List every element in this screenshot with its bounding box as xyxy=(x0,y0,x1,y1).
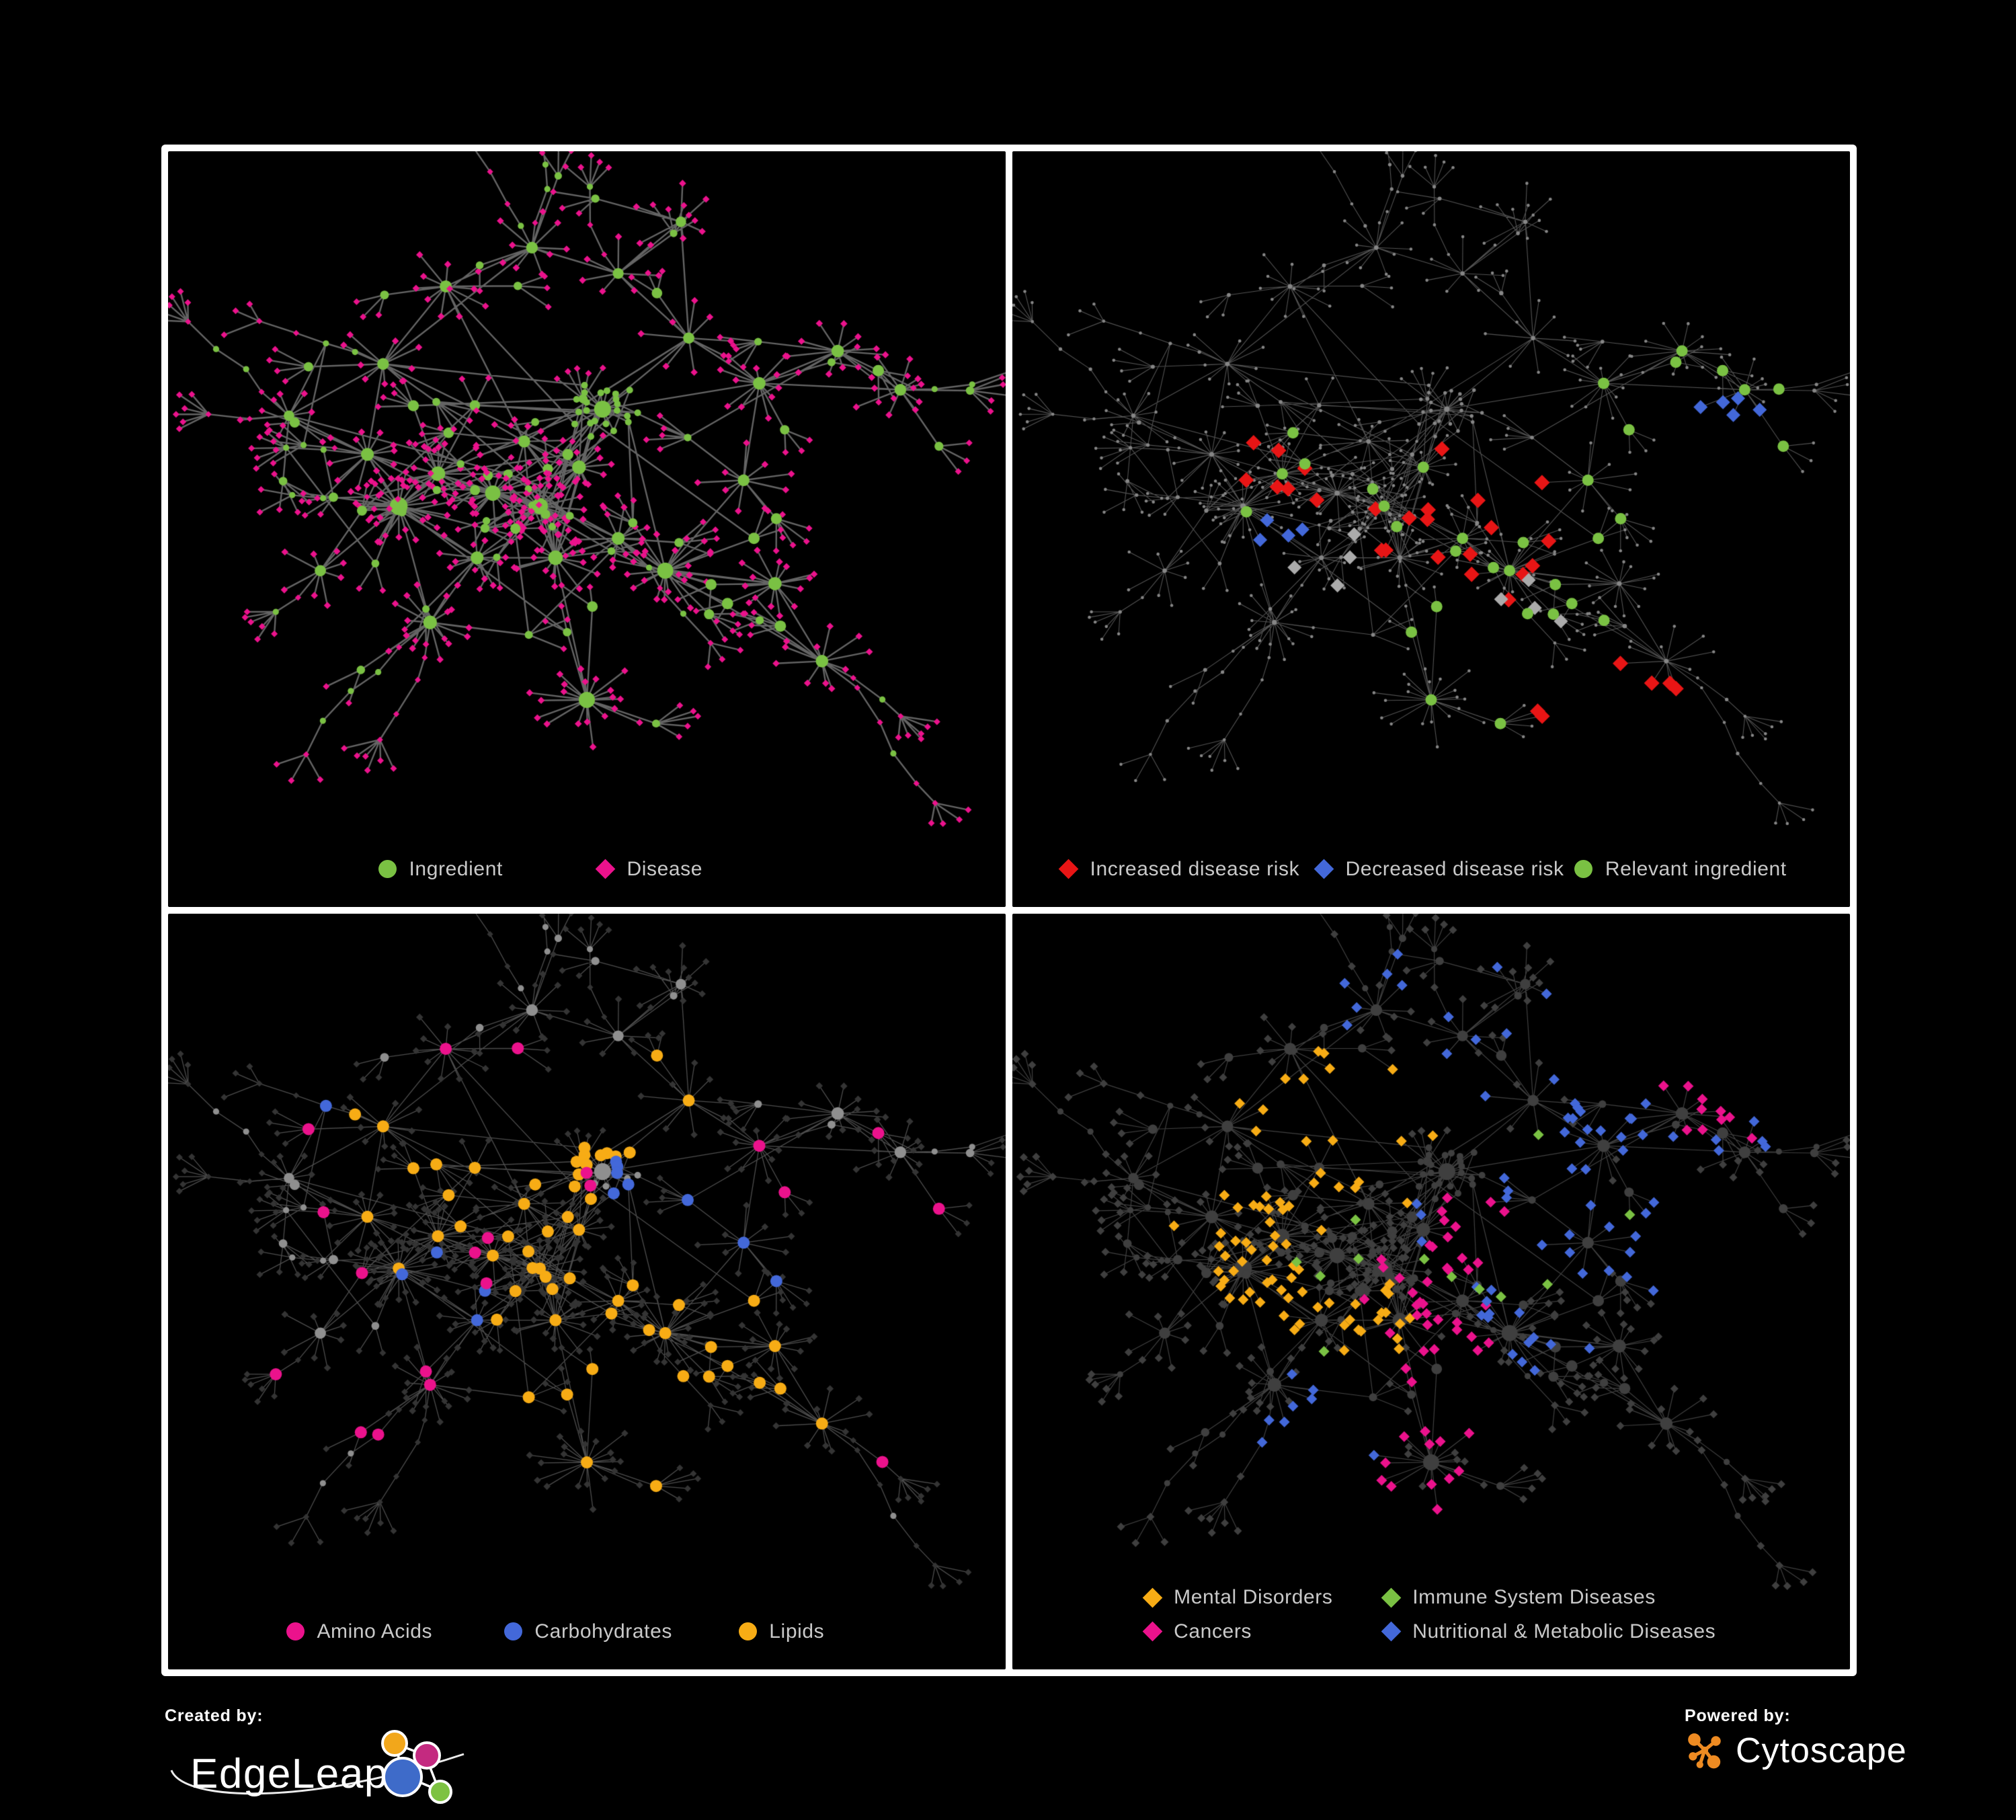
edgeleap-logo-icon: EdgeLeap xyxy=(170,1730,465,1804)
network-canvas-disease-classes xyxy=(1012,914,1850,1669)
cytoscape-wordmark: Cytoscape xyxy=(1736,1731,1907,1770)
edgeleap-wordmark: EdgeLeap xyxy=(190,1751,389,1797)
network-canvas-ingredient-disease xyxy=(168,151,1006,907)
powered-by-label: Powered by: xyxy=(1685,1706,1791,1725)
panel-disease-risk-network: Increased disease risk Decreased disease … xyxy=(1012,151,1850,907)
network-canvas-ingredient-classes xyxy=(168,914,1006,1669)
created-by-label: Created by: xyxy=(165,1706,264,1725)
panel-ingredient-classes-network: Amino Acids Carbohydrates Lipids xyxy=(168,914,1006,1669)
panels-grid: Ingredient Disease Increased disease risk… xyxy=(161,145,1857,1676)
edgeleap-brand: Created by: EdgeLeap xyxy=(165,1706,481,1817)
cytoscape-logo-icon xyxy=(1688,1733,1721,1769)
edgeleap-node-orange xyxy=(381,1730,408,1757)
panel-disease-classes-network: Mental Disorders Immune System Diseases Ca… xyxy=(1012,914,1850,1669)
panel-ingredient-disease-network: Ingredient Disease xyxy=(168,151,1006,907)
edgeleap-node-magenta xyxy=(413,1741,441,1770)
edgeleap-node-blue xyxy=(382,1757,423,1797)
network-canvas-disease-risk xyxy=(1012,151,1850,907)
edgeleap-node-green xyxy=(428,1780,452,1804)
cytoscape-brand: Powered by: Cytoscape xyxy=(1685,1706,1907,1772)
